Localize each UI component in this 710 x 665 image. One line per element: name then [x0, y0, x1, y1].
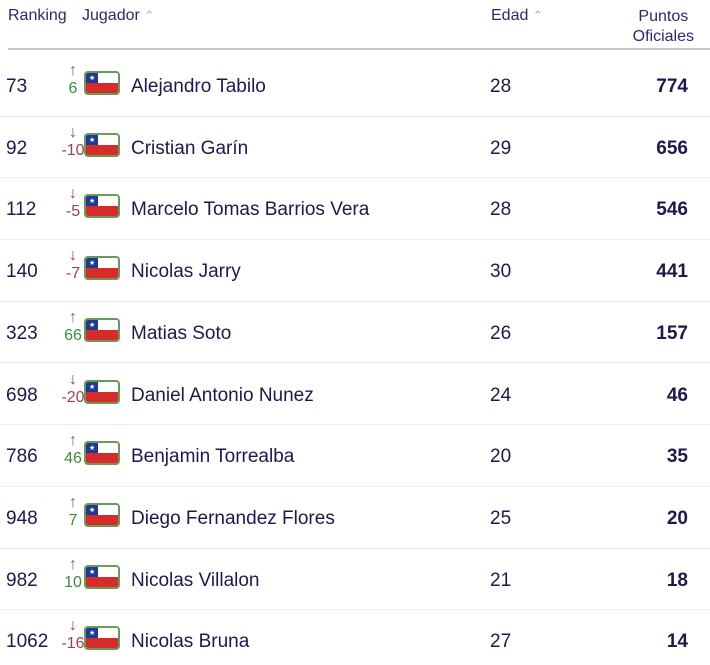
points: 14	[666, 631, 688, 653]
rank: 982	[6, 569, 38, 591]
arrow-up-icon: ↑	[69, 555, 77, 573]
rank: 73	[6, 76, 28, 97]
rank-change: ↑ 66	[58, 309, 88, 345]
age: 21	[490, 569, 512, 591]
chevron-up-icon: ⌃	[143, 8, 155, 23]
points: 546	[656, 199, 688, 221]
arrow-up-icon: ↑	[69, 432, 77, 450]
rank-change-value: -16	[61, 635, 85, 653]
player-name-link[interactable]: Diego Fernandez Flores	[131, 507, 335, 529]
rank-change: ↓ -16	[58, 617, 88, 653]
points-header[interactable]: Puntos Oficiales	[632, 8, 694, 45]
player-name-link[interactable]: Nicolas Bruna	[131, 631, 250, 653]
age: 28	[490, 199, 512, 221]
points: 18	[666, 569, 688, 591]
player-name-link[interactable]: Nicolas Jarry	[131, 261, 241, 283]
rank: 323	[6, 322, 38, 344]
rank: 698	[6, 384, 38, 406]
table-row[interactable]: 698 ↓ -20 ★ Daniel Antonio Nunez 24 46	[0, 363, 710, 426]
arrow-down-icon: ↓	[69, 617, 77, 635]
player-name-link[interactable]: Alejandro Tabilo	[131, 76, 266, 97]
chile-flag-icon: ★	[84, 132, 120, 157]
age: 25	[490, 507, 512, 529]
player-name-link[interactable]: Marcelo Tomas Barrios Vera	[131, 199, 370, 221]
age: 27	[490, 631, 512, 653]
chile-flag-icon: ★	[84, 317, 120, 342]
table-row[interactable]: 982 ↑ 10 ★ Nicolas Villalon 21 18	[0, 548, 710, 611]
ranking-header: Ranking	[8, 7, 67, 24]
arrow-down-icon: ↓	[69, 185, 77, 203]
points: 157	[656, 322, 688, 344]
player-name-link[interactable]: Benjamin Torrealba	[131, 446, 295, 468]
rank-change-value: -5	[65, 203, 81, 221]
chile-flag-icon: ★	[84, 502, 120, 527]
table-row[interactable]: 73 ↑ 6 ★ Alejandro Tabilo 28 774	[0, 54, 710, 117]
age: 20	[490, 446, 512, 468]
rank-change: ↓ -7	[58, 247, 88, 283]
rank-change-value: 6	[68, 80, 78, 97]
chile-flag-icon: ★	[84, 71, 120, 95]
age-header-sort[interactable]: Edad ⌃	[491, 7, 544, 24]
age: 24	[490, 384, 512, 406]
table-row[interactable]: 140 ↓ -7 ★ Nicolas Jarry 30 441	[0, 239, 710, 302]
points: 774	[656, 76, 688, 97]
rank: 140	[6, 261, 38, 283]
player-name-link[interactable]: Matias Soto	[131, 322, 232, 344]
age: 29	[490, 137, 512, 159]
rank-change: ↓ -10	[58, 124, 88, 160]
rank: 948	[6, 507, 38, 529]
rank-change: ↓ -20	[58, 371, 88, 407]
rank-change: ↑ 6	[58, 62, 88, 98]
rank: 786	[6, 446, 38, 468]
rank-change: ↑ 46	[58, 432, 88, 468]
rank-change-value: -10	[61, 141, 85, 159]
rank-change-value: -7	[65, 265, 81, 283]
header-divider	[8, 48, 710, 50]
rank-change-value: 10	[64, 573, 82, 591]
rank: 92	[6, 137, 28, 159]
chile-flag-icon: ★	[84, 564, 120, 589]
chile-flag-icon: ★	[84, 256, 120, 281]
arrow-down-icon: ↓	[69, 370, 77, 388]
points: 20	[666, 507, 688, 529]
rank: 112	[6, 199, 37, 221]
chile-flag-icon: ★	[84, 379, 120, 404]
arrow-up-icon: ↑	[69, 308, 77, 326]
table-row[interactable]: 323 ↑ 66 ★ Matias Soto 26 157	[0, 301, 710, 364]
player-name-link[interactable]: Nicolas Villalon	[131, 569, 260, 591]
table-row[interactable]: 1062 ↓ -16 ★ Nicolas Bruna 27 14	[0, 609, 710, 665]
points: 656	[656, 137, 688, 159]
rank-change: ↑ 10	[58, 556, 88, 592]
age: 28	[490, 76, 512, 97]
chile-flag-icon: ★	[84, 626, 120, 651]
arrow-up-icon: ↑	[69, 493, 77, 511]
points: 35	[666, 446, 688, 468]
rank-change: ↑ 7	[58, 494, 88, 530]
player-name-link[interactable]: Cristian Garín	[131, 137, 249, 159]
points: 441	[656, 261, 688, 283]
chile-flag-icon: ★	[84, 441, 120, 466]
player-name-link[interactable]: Daniel Antonio Nunez	[131, 384, 314, 406]
player-header-sort[interactable]: Jugador ⌃	[82, 7, 155, 24]
table-row[interactable]: 948 ↑ 7 ★ Diego Fernandez Flores 25 20	[0, 486, 710, 549]
table-row[interactable]: 786 ↑ 46 ★ Benjamin Torrealba 20 35	[0, 424, 710, 487]
rank-change-value: 66	[64, 326, 82, 344]
rank-change-value: 46	[64, 450, 82, 468]
table-row[interactable]: 92 ↓ -10 ★ Cristian Garín 29 656	[0, 116, 710, 179]
table-row[interactable]: 112 ↓ -5 ★ Marcelo Tomas Barrios Vera 28…	[0, 177, 710, 241]
rank: 1062	[6, 631, 49, 653]
rank-change-value: -20	[61, 388, 85, 406]
rank-change-value: 7	[68, 511, 78, 529]
arrow-down-icon: ↓	[69, 247, 77, 265]
arrow-up-icon: ↑	[69, 62, 77, 79]
age: 30	[490, 261, 512, 283]
points: 46	[666, 384, 688, 406]
rank-change: ↓ -5	[58, 185, 88, 221]
chile-flag-icon: ★	[84, 194, 120, 219]
arrow-down-icon: ↓	[69, 123, 77, 141]
age: 26	[490, 322, 512, 344]
chevron-up-icon: ⌃	[532, 8, 544, 23]
